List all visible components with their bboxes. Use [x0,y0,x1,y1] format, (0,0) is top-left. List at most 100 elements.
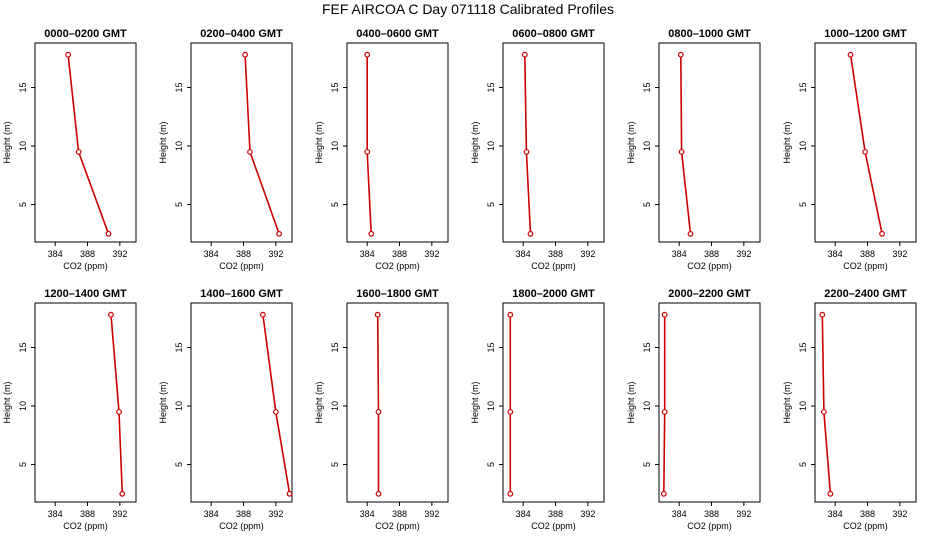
data-point [272,408,279,415]
x-tick-label: 392 [736,249,751,259]
data-point [375,408,382,415]
y-tick-label: 10 [486,141,496,151]
panel-title: 0600–0800 GMT [512,28,595,40]
data-point [827,490,834,497]
x-tick-label: 384 [828,249,843,259]
data-point [687,230,694,237]
panel-title: 1000–1200 GMT [824,28,907,40]
x-tick-label: 384 [828,509,843,519]
data-point [242,51,249,58]
x-tick-label: 384 [204,509,219,519]
panel-title: 1600–1800 GMT [356,288,439,300]
x-axis-label: CO2 (ppm) [531,521,576,531]
data-point [678,148,685,155]
x-tick-label: 384 [360,249,375,259]
data-point [677,51,684,58]
plot-frame [190,42,293,243]
profile-line [680,54,692,234]
y-tick-label: 5 [642,202,652,207]
profile-line [262,314,291,494]
data-point [862,148,868,155]
y-axis-label: Height (m) [2,121,12,163]
x-axis-label: CO2 (ppm) [219,261,264,271]
y-tick-label: 10 [330,141,340,151]
plot-frame [658,302,761,503]
y-tick-label: 10 [798,141,808,151]
panel-title: 2000–2200 GMT [668,288,751,300]
y-tick-label: 15 [798,342,808,352]
data-point [65,51,72,58]
x-tick-label: 384 [516,509,531,519]
y-tick-label: 5 [330,202,340,207]
profile-line [821,314,832,494]
data-point [879,230,885,237]
y-tick-label: 15 [642,82,652,92]
y-tick-label: 15 [174,82,184,92]
x-tick-label: 392 [424,249,439,259]
y-axis-label: Height (m) [2,381,12,423]
data-point [116,408,122,415]
y-tick-label: 15 [486,342,496,352]
plot-frame [658,42,761,243]
x-axis-label: CO2 (ppm) [843,521,888,531]
data-point [375,490,382,497]
data-point [276,230,282,237]
y-tick-label: 5 [18,202,28,207]
x-axis-label: CO2 (ppm) [375,261,420,271]
y-tick-label: 5 [174,462,184,467]
y-tick-label: 5 [486,462,496,467]
y-tick-label: 10 [174,141,184,151]
x-axis-label: CO2 (ppm) [687,261,732,271]
y-tick-label: 10 [798,401,808,411]
x-tick-label: 388 [236,509,251,519]
y-tick-label: 5 [18,462,28,467]
x-tick-label: 384 [360,509,375,519]
x-tick-label: 388 [392,509,407,519]
data-point [364,148,371,155]
x-tick-label: 392 [268,509,283,519]
y-tick-label: 15 [642,342,652,352]
x-tick-label: 388 [860,509,875,519]
data-point [507,311,514,318]
y-tick-label: 5 [486,202,496,207]
data-point [286,490,293,497]
y-tick-label: 15 [486,82,496,92]
data-point [247,148,253,155]
x-tick-label: 388 [392,249,407,259]
profile-line [366,54,372,234]
data-point [108,311,114,318]
data-point [523,148,530,155]
panel-title: 0000–0200 GMT [44,28,127,40]
x-tick-label: 392 [892,249,907,259]
data-point [661,311,668,318]
plot-frame [502,42,605,243]
y-axis-label: Height (m) [470,381,480,423]
profile-line [376,314,380,494]
x-tick-label: 388 [80,249,95,259]
x-axis-label: CO2 (ppm) [843,261,888,271]
x-tick-label: 392 [112,249,127,259]
y-tick-label: 15 [330,342,340,352]
data-point [521,51,528,58]
y-tick-label: 10 [330,401,340,411]
data-point [368,230,375,237]
data-point [847,51,854,58]
profile-line [849,54,883,234]
plot-frame [34,42,137,243]
x-tick-label: 384 [672,249,687,259]
x-axis-label: CO2 (ppm) [375,521,420,531]
profile-line [524,54,532,234]
x-tick-label: 388 [704,509,719,519]
y-tick-label: 10 [642,141,652,151]
data-point [661,408,668,415]
plot-frame [34,302,137,503]
y-tick-label: 5 [642,462,652,467]
y-axis-label: Height (m) [314,121,324,163]
data-point [660,490,667,497]
plot-frame [346,302,449,503]
data-point [75,148,82,155]
y-tick-label: 15 [330,82,340,92]
profile-line [110,314,124,494]
data-point [507,490,514,497]
